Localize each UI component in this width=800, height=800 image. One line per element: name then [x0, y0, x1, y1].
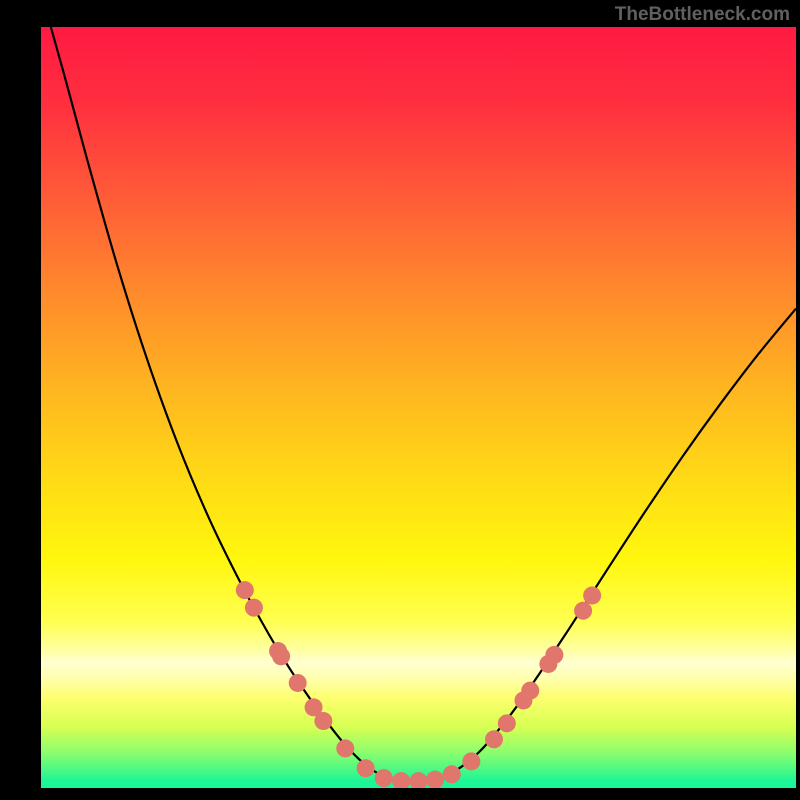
plot-area — [41, 27, 796, 788]
data-marker — [574, 602, 592, 620]
data-marker — [336, 739, 354, 757]
data-marker — [426, 771, 444, 788]
data-marker — [521, 682, 539, 700]
data-marker — [498, 714, 516, 732]
data-marker — [410, 772, 428, 788]
data-marker — [357, 759, 375, 777]
data-marker — [485, 730, 503, 748]
data-marker — [245, 599, 263, 617]
data-marker — [236, 581, 254, 599]
data-marker — [375, 769, 393, 787]
data-marker — [314, 712, 332, 730]
data-marker — [545, 646, 563, 664]
curve-overlay — [41, 27, 796, 788]
data-marker — [289, 674, 307, 692]
watermark-text: TheBottleneck.com — [615, 4, 790, 26]
data-marker — [272, 647, 290, 665]
data-marker — [462, 752, 480, 770]
data-marker — [443, 765, 461, 783]
data-marker — [392, 772, 410, 788]
bottleneck-curve — [51, 27, 796, 781]
data-marker — [583, 586, 601, 604]
chart-container: TheBottleneck.com — [0, 0, 800, 800]
